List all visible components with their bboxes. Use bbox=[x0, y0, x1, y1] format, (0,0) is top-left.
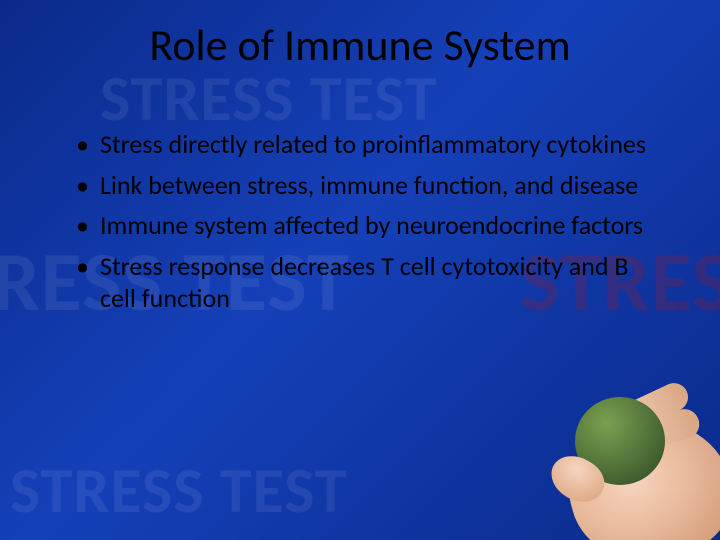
slide-title: Role of Immune System bbox=[0, 18, 720, 72]
bullet-item: Immune system affected by neuroendocrine… bbox=[70, 209, 660, 242]
stress-ball-image bbox=[540, 390, 720, 540]
slide: STRESS TEST STRESS TEST STRESS TEST STRE… bbox=[0, 0, 720, 540]
bullet-item: Link between stress, immune function, an… bbox=[70, 169, 660, 202]
bullet-item: Stress directly related to proinflammato… bbox=[70, 128, 660, 161]
bullet-item: Stress response decreases T cell cytotox… bbox=[70, 250, 660, 315]
bullet-list: Stress directly related to proinflammato… bbox=[70, 128, 660, 315]
slide-content: Stress directly related to proinflammato… bbox=[70, 128, 660, 323]
background-text-4: STRESS TEST bbox=[10, 452, 348, 530]
